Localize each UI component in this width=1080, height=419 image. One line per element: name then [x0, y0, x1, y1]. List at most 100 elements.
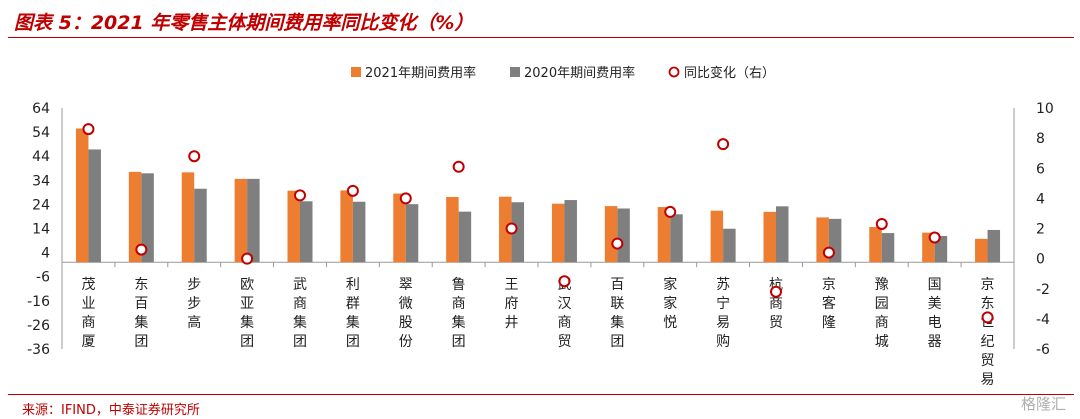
category-label-char: 团 — [610, 334, 624, 350]
right-axis-tick-label: 2 — [1036, 222, 1045, 238]
category-label-char: 商 — [769, 296, 783, 312]
legend-swatch-2020 — [510, 67, 520, 77]
yoy-change-marker — [399, 192, 412, 205]
yoy-change-marker — [188, 150, 201, 163]
category-label-char: 器 — [928, 334, 942, 350]
category-label-char: 国 — [928, 277, 942, 293]
bar-2020 — [564, 200, 577, 263]
chart-title: 图表 5：2021 年零售主体期间费用率同比变化（%） — [14, 12, 474, 34]
category-label-char: 家 — [663, 276, 677, 293]
legend-label-2021: 2021年期间费用率 — [365, 65, 476, 81]
category-label-char: 京 — [822, 277, 836, 293]
left-axis-tick-label: -26 — [27, 318, 50, 334]
bar-2021 — [657, 207, 671, 263]
category-label-char: 业 — [81, 296, 95, 312]
category-label-char: 步 — [187, 277, 201, 293]
category-label-char: 鲁 — [452, 277, 466, 293]
category-label-char: 联 — [610, 296, 624, 312]
yoy-change-marker — [875, 217, 888, 230]
footer-rule — [8, 394, 1074, 395]
bar-2020 — [194, 188, 207, 263]
bar-2021 — [75, 128, 89, 263]
category-label-char: 集 — [240, 314, 254, 331]
category-label-char: 园 — [875, 296, 889, 312]
yoy-change-marker — [770, 285, 782, 298]
title-rule — [8, 37, 1074, 38]
category-label-char: 府 — [505, 296, 519, 312]
left-axis-tick-label: 4 — [41, 246, 50, 262]
bar-2021 — [446, 196, 459, 263]
category-label-char: 股 — [399, 315, 413, 331]
bar-2020 — [352, 201, 366, 263]
bar-2020 — [141, 173, 154, 263]
category-label-char: 苏 — [716, 277, 730, 293]
yoy-change-marker — [664, 205, 677, 218]
right-axis-tick-label: 6 — [1036, 161, 1045, 177]
category-label-char: 欧 — [240, 277, 254, 293]
category-label-char: 东 — [981, 296, 995, 312]
category-label-char: 电 — [928, 315, 942, 331]
bar-2021 — [340, 190, 353, 263]
category-label-char: 利 — [346, 277, 360, 293]
bar-2021 — [710, 210, 724, 263]
bar-2020 — [405, 204, 419, 263]
category-label-char: 客 — [822, 295, 836, 312]
category-label-char: 亚 — [240, 296, 254, 312]
legend-marker-yoy — [668, 66, 680, 78]
bar-2021 — [181, 172, 195, 263]
category-label-char: 百 — [610, 277, 624, 293]
bar-2020 — [511, 202, 525, 263]
left-axis-tick-label: -36 — [27, 342, 50, 358]
category-label-char: 商 — [81, 315, 95, 331]
category-label-char: 步 — [187, 296, 201, 312]
category-label-char: 王 — [505, 277, 519, 293]
category-label-char: 纪 — [981, 334, 995, 350]
category-label-char: 集 — [452, 314, 466, 331]
left-axis-tick-label: 64 — [32, 101, 50, 117]
category-label-char: 团 — [346, 334, 360, 350]
category-label-char: 商 — [875, 315, 889, 331]
category-label-char: 城 — [875, 334, 889, 350]
category-label-char: 百 — [134, 296, 148, 312]
category-label-char: 翠 — [399, 277, 413, 293]
category-label-char: 易 — [716, 315, 730, 331]
yoy-change-marker — [717, 138, 730, 151]
yoy-change-marker — [82, 123, 95, 136]
category-label-char: 贸 — [769, 315, 783, 331]
bar-2021 — [869, 227, 882, 263]
right-axis-tick-label: -2 — [1036, 282, 1050, 298]
yoy-change-marker — [928, 231, 941, 244]
left-axis-tick-label: 44 — [32, 149, 50, 165]
category-label-char: 贸 — [981, 353, 995, 369]
yoy-change-marker — [452, 160, 465, 173]
yoy-change-marker — [241, 252, 254, 265]
source-note: 来源：IFIND，中泰证券研究所 — [22, 403, 200, 418]
category-label-char: 集 — [134, 314, 148, 331]
yoy-change-marker — [135, 243, 148, 256]
right-axis-tick-label: 4 — [1036, 191, 1045, 207]
bar-2021 — [287, 190, 300, 263]
yoy-change-marker — [611, 237, 624, 250]
bar-2021 — [499, 196, 512, 263]
category-label-char: 团 — [134, 334, 148, 350]
left-axis-tick-label: 54 — [32, 125, 50, 141]
bar-2021 — [128, 171, 142, 263]
legend-swatch-2021 — [351, 67, 361, 77]
bar-2021 — [975, 238, 988, 263]
bar-2021 — [393, 193, 406, 263]
category-label-char: 商 — [557, 315, 571, 331]
category-label-char: 集 — [346, 314, 360, 331]
bar-2021 — [763, 211, 776, 263]
category-label-char: 团 — [240, 334, 254, 350]
category-label-char: 厦 — [81, 334, 95, 350]
right-axis-tick-label: 8 — [1036, 131, 1045, 147]
category-label-char: 商 — [293, 296, 307, 312]
category-label-char: 份 — [399, 334, 413, 350]
bar-2020 — [88, 149, 101, 263]
right-axis-tick-label: 0 — [1036, 252, 1045, 268]
category-label-char: 豫 — [875, 277, 889, 293]
category-label-char: 易 — [981, 372, 995, 388]
yoy-change-marker — [981, 311, 994, 324]
category-label-char: 家 — [663, 295, 677, 312]
